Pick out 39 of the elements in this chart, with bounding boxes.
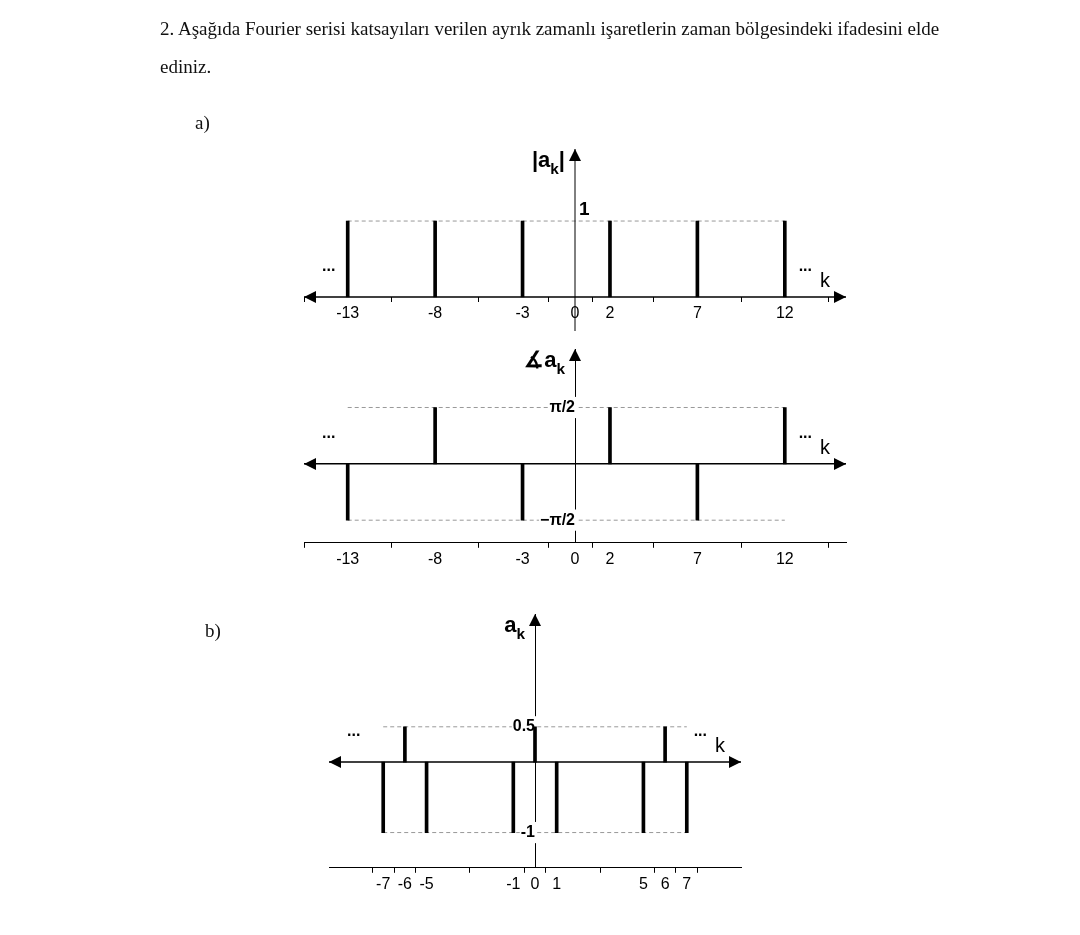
x-axis-title: k <box>820 268 831 291</box>
x-tick-label: 1 <box>552 874 562 892</box>
chart-title: 2. Aşağıda Fourier serisi katsayıları verilen ayrık zamanlı işaretlerin zaman bölgesindeki ifadesini elde ediniz. <box>160 17 941 79</box>
x-tick-label: 2 <box>605 549 615 567</box>
y-tick-label: π/2 <box>549 397 576 415</box>
x-tick-label: -6 <box>397 874 413 892</box>
x-tick-label: -8 <box>428 303 443 321</box>
chart-subtitle: b) <box>205 620 221 642</box>
text: 1 <box>579 197 590 219</box>
x-tick-label: -1 <box>506 874 521 892</box>
x-tick-label: 7 <box>692 303 702 321</box>
annotation: ... <box>798 423 812 441</box>
annotation: ... <box>693 722 707 740</box>
x-tick-label: 7 <box>692 549 702 567</box>
x-tick-label: -7 <box>376 874 391 892</box>
annotation: ... <box>347 722 361 740</box>
x-tick-label: 0 <box>530 874 540 892</box>
annotation: ... <box>322 256 336 274</box>
y-tick-label: −π/2 <box>540 510 576 528</box>
x-tick-label: 5 <box>638 874 648 892</box>
x-tick-label: -8 <box>428 549 443 567</box>
x-tick-label: -5 <box>419 874 434 892</box>
x-axis-title: k <box>820 435 831 458</box>
x-tick-label: -3 <box>515 303 530 321</box>
annotation: ... <box>322 423 336 441</box>
annotation: ... <box>798 256 812 274</box>
x-tick-label: 12 <box>775 549 794 567</box>
x-tick-label: -13 <box>336 549 360 567</box>
x-tick-label: 7 <box>682 874 692 892</box>
y-tick-label: 0.5 <box>512 717 536 735</box>
x-tick-label: 0 <box>570 549 580 567</box>
x-tick-label: -13 <box>336 303 360 321</box>
x-tick-label: 0 <box>570 303 580 321</box>
x-tick-label: -3 <box>515 549 530 567</box>
x-tick-label: 6 <box>660 874 670 892</box>
x-tick-label: 2 <box>605 303 615 321</box>
chart-subtitle: a) <box>195 112 210 134</box>
x-axis-title: k <box>715 734 726 757</box>
x-tick-label: 12 <box>775 303 794 321</box>
